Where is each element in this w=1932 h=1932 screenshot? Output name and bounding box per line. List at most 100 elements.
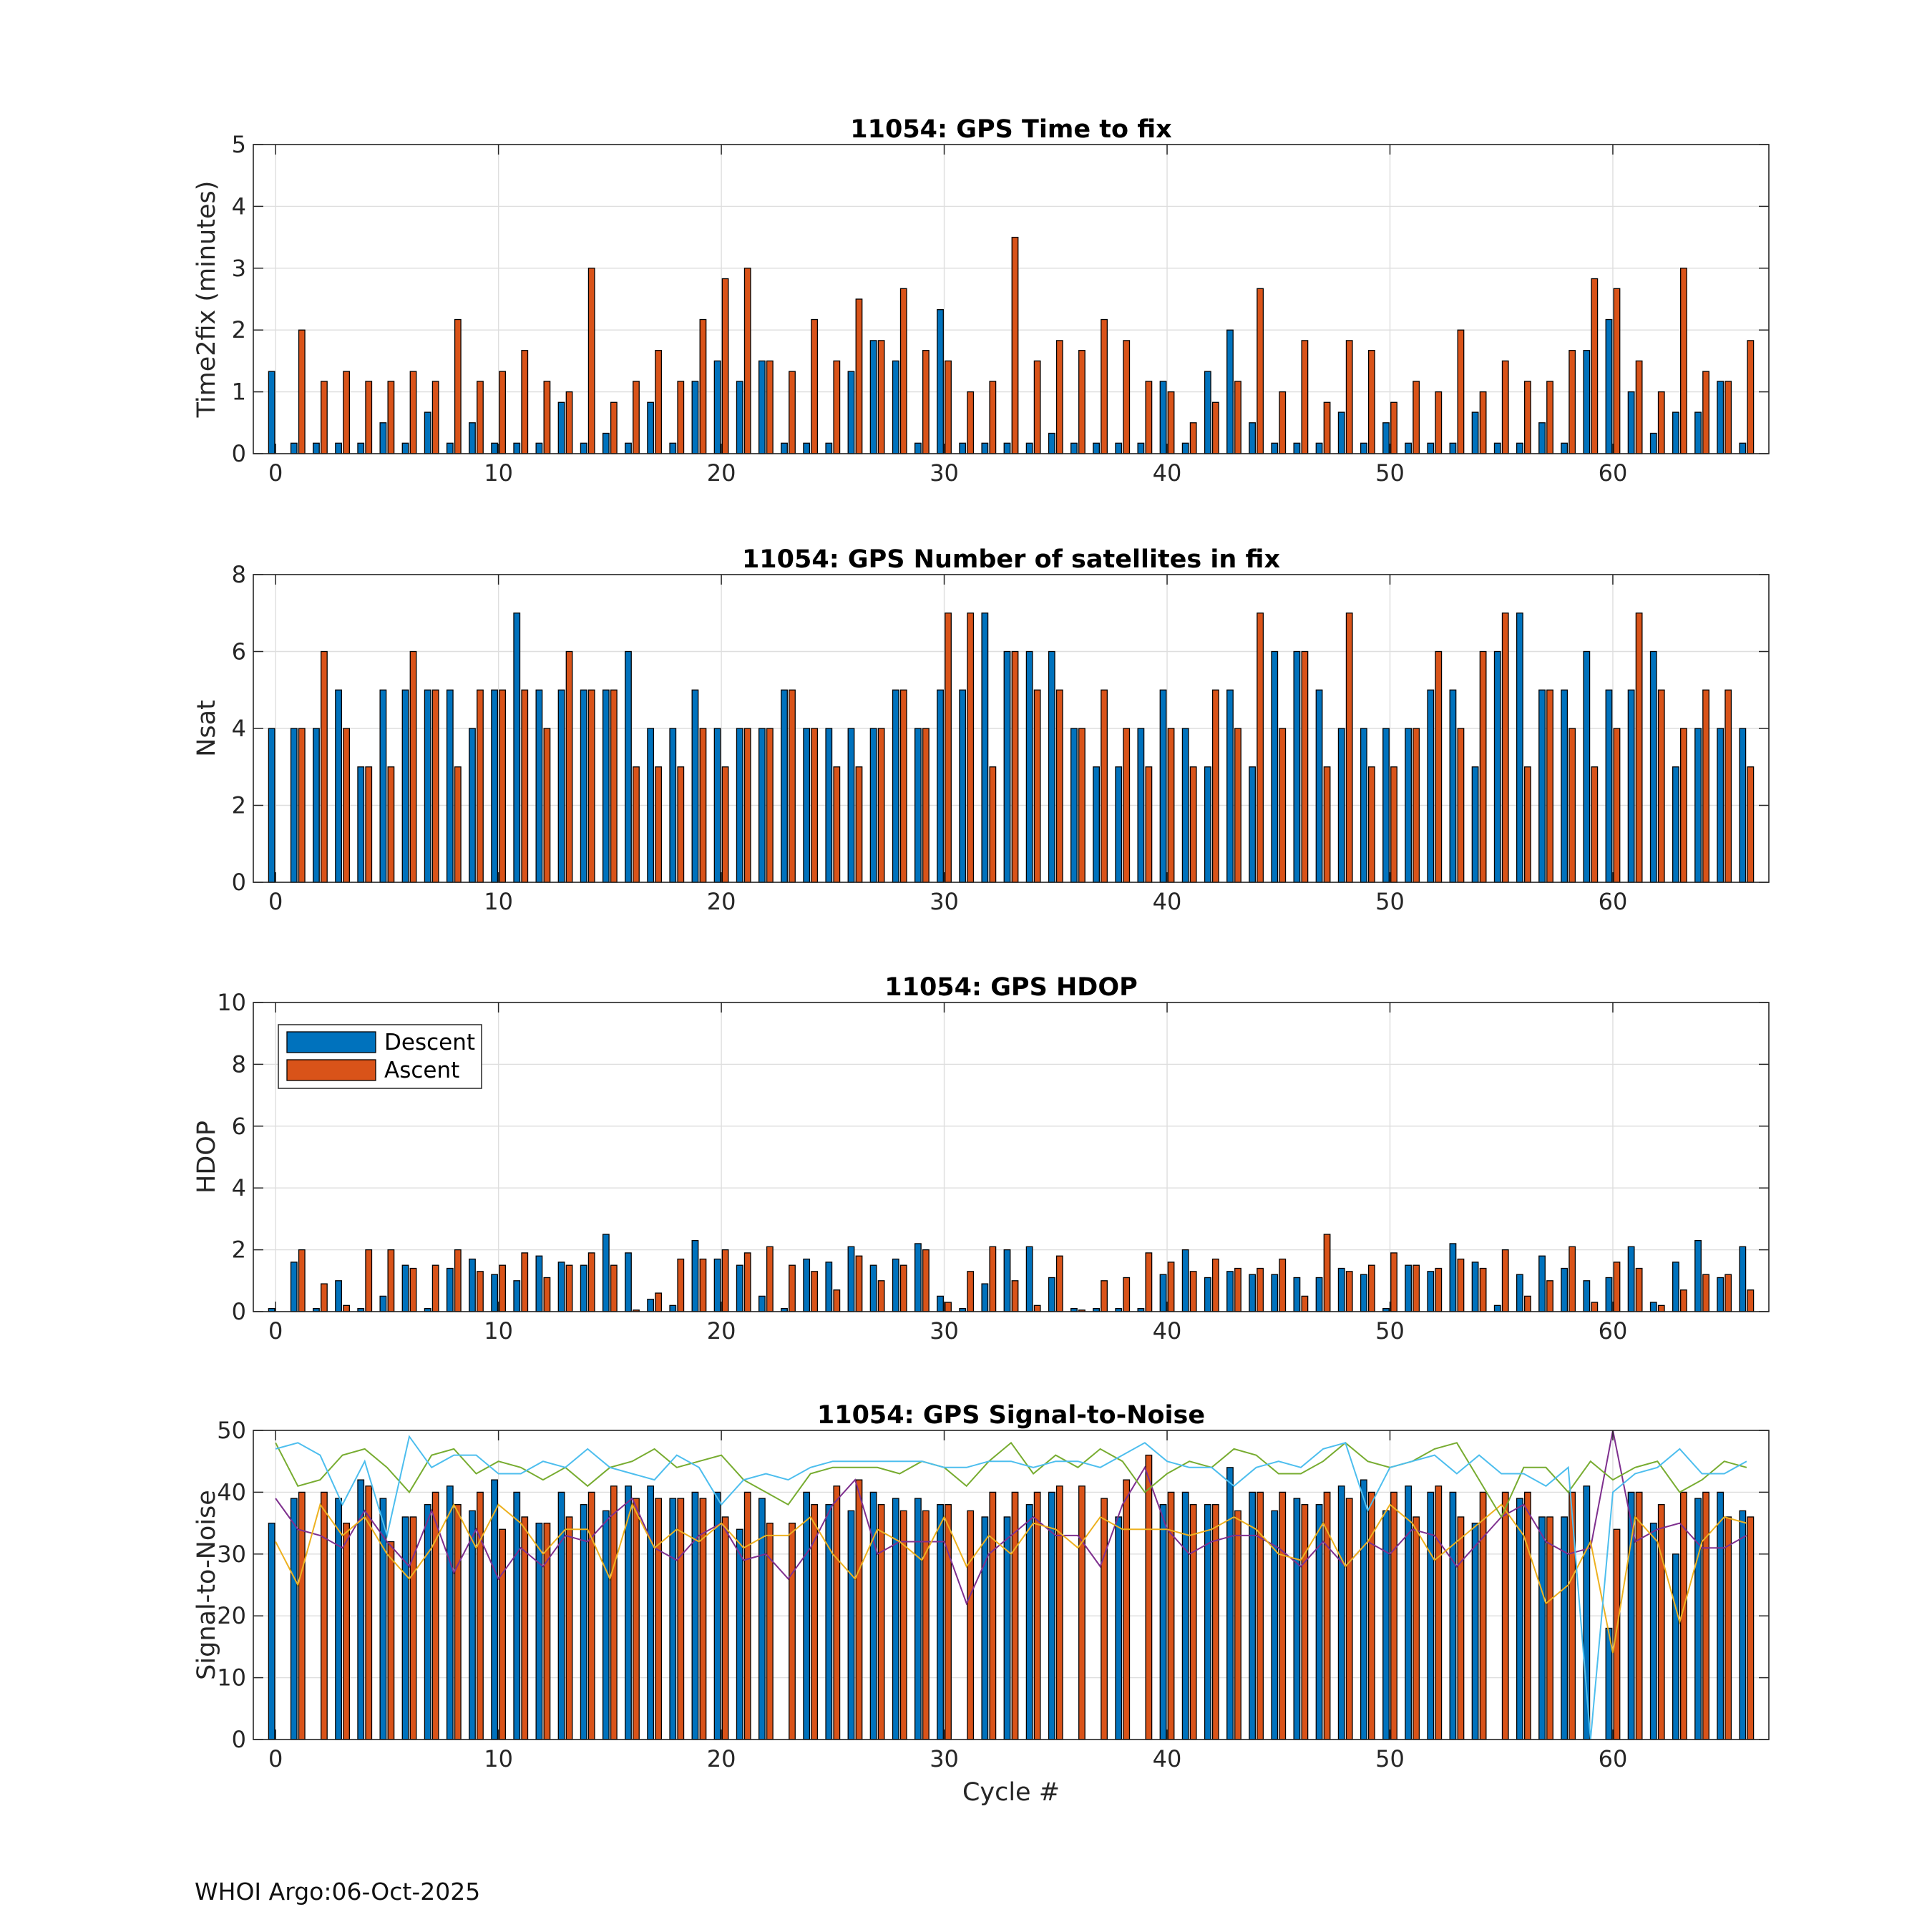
bar-ascent — [477, 689, 484, 883]
bar-ascent — [1457, 728, 1465, 883]
bar-descent — [1493, 650, 1501, 883]
bar-ascent — [766, 360, 774, 454]
bar-descent — [446, 442, 454, 454]
bar-ascent — [1234, 728, 1241, 883]
bar-descent — [847, 1510, 855, 1740]
bar-descent — [401, 1516, 409, 1740]
bar-ascent — [1145, 1454, 1153, 1740]
bar-ascent — [321, 650, 328, 883]
bar-descent — [268, 1522, 275, 1740]
x-tick-label: 60 — [1599, 1745, 1628, 1772]
bar-ascent — [789, 1264, 796, 1312]
bar-ascent — [1635, 1267, 1643, 1312]
bar-descent — [803, 1258, 811, 1312]
bar-descent — [1003, 442, 1011, 454]
x-tick-label: 20 — [707, 888, 736, 915]
bar-descent — [1181, 1249, 1189, 1312]
bar-descent — [1249, 766, 1257, 883]
bar-descent — [1427, 1491, 1435, 1740]
bar-ascent — [431, 1264, 439, 1312]
bar-descent — [1181, 442, 1189, 454]
bar-descent — [401, 442, 409, 454]
bar-ascent — [811, 318, 819, 454]
bar-descent — [1360, 728, 1367, 883]
bar-ascent — [298, 728, 306, 883]
bar-descent — [535, 442, 543, 454]
bar-ascent — [1413, 381, 1420, 454]
bar-descent — [847, 728, 855, 883]
bar-ascent — [789, 689, 796, 883]
bar-descent — [1516, 1498, 1523, 1740]
bar-descent — [625, 442, 632, 454]
bar-descent — [1405, 728, 1413, 883]
bar-ascent — [477, 1491, 484, 1740]
bar-descent — [1493, 442, 1501, 454]
bar-ascent — [454, 318, 462, 454]
bar-ascent — [833, 766, 841, 883]
bar-ascent — [1413, 1516, 1420, 1740]
chart-title: 11054: GPS Number of satellites in fix — [742, 545, 1281, 574]
bar-ascent — [677, 1498, 685, 1740]
axes-box — [253, 1002, 1770, 1312]
y-tick-label: 2 — [232, 1236, 246, 1264]
bar-ascent — [1457, 1258, 1465, 1312]
bar-ascent — [1078, 350, 1085, 454]
bar-ascent — [1101, 1280, 1108, 1312]
x-tick-label: 30 — [930, 459, 959, 487]
bar-ascent — [1323, 1234, 1331, 1312]
bar-descent — [469, 1258, 476, 1312]
bar-ascent — [298, 329, 306, 454]
bar-descent — [736, 728, 743, 883]
bar-descent — [491, 689, 499, 883]
bar-ascent — [1234, 1267, 1241, 1312]
bar-descent — [758, 360, 766, 454]
bar-descent — [1493, 1304, 1501, 1312]
x-tick-label: 60 — [1599, 459, 1628, 487]
bar-descent — [1293, 442, 1301, 454]
bar-descent — [914, 728, 922, 883]
plot-area — [253, 1002, 1769, 1312]
bar-ascent — [499, 1264, 507, 1312]
bar-ascent — [1234, 381, 1241, 454]
bar-ascent — [298, 1249, 306, 1312]
bar-descent — [513, 613, 521, 883]
bar-ascent — [1613, 728, 1621, 883]
bar-ascent — [945, 1302, 952, 1312]
bar-ascent — [1479, 391, 1487, 454]
bar-ascent — [833, 360, 841, 454]
bar-ascent — [1390, 1491, 1397, 1740]
bar-ascent — [1747, 1289, 1755, 1312]
bar-descent — [1405, 442, 1413, 454]
line-cyan — [275, 1435, 1747, 1740]
bar-ascent — [766, 728, 774, 883]
bar-descent — [1226, 1271, 1234, 1312]
bar-descent — [959, 689, 967, 883]
bar-ascent — [922, 350, 930, 454]
bar-descent — [781, 689, 788, 883]
bar-ascent — [1323, 766, 1331, 883]
bar-descent — [1204, 1504, 1211, 1740]
bar-ascent — [899, 689, 907, 883]
bar-ascent — [387, 1249, 395, 1312]
bar-ascent — [1123, 728, 1131, 883]
bar-ascent — [1011, 650, 1019, 883]
bar-ascent — [899, 288, 907, 454]
y-tick-label: 2 — [232, 792, 246, 819]
bar-ascent — [811, 1271, 819, 1312]
bar-descent — [513, 442, 521, 454]
bar-ascent — [1101, 1498, 1108, 1740]
x-tick-label: 50 — [1375, 1745, 1405, 1772]
bar-descent — [825, 1504, 833, 1740]
bar-ascent — [454, 1249, 462, 1312]
bar-descent — [1025, 1504, 1033, 1740]
bar-ascent — [945, 360, 952, 454]
bar-ascent — [922, 728, 930, 883]
chart-title: 11054: GPS Time to fix — [850, 115, 1172, 144]
bar-ascent — [833, 1289, 841, 1312]
bar-ascent — [655, 1498, 663, 1740]
bar-descent — [401, 1264, 409, 1312]
bar-descent — [1159, 381, 1167, 454]
bar-ascent — [1189, 1504, 1197, 1740]
bar-descent — [1672, 1553, 1679, 1740]
bar-ascent — [677, 1258, 685, 1312]
